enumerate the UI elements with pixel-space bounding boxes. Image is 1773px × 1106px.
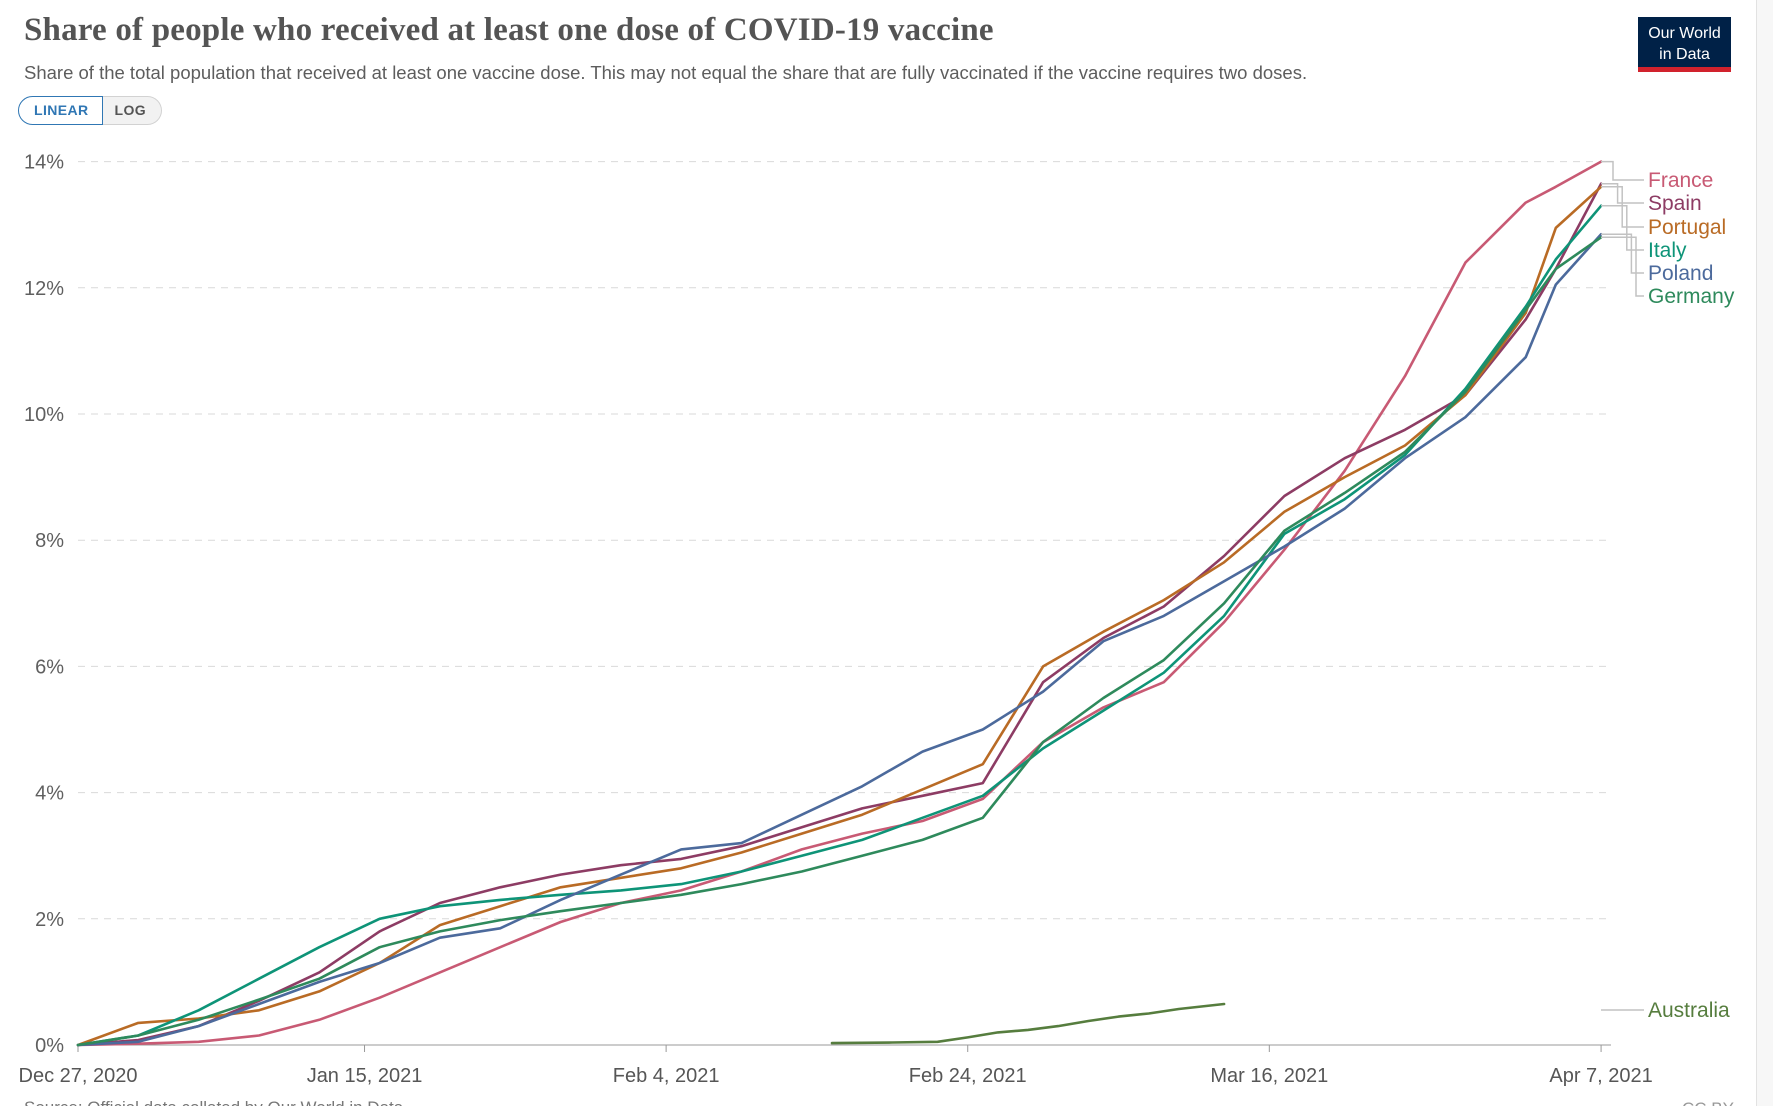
logo-line1: Our World [1648,25,1721,43]
linear-scale-button[interactable]: LINEAR [18,96,103,125]
legend-connector-portugal [1601,186,1644,228]
scrollbar-track[interactable] [1756,0,1773,1106]
y-tick-label-2%: 2% [35,909,64,931]
legend-label-italy[interactable]: Italy [1648,239,1687,262]
x-tick-label-Jan-15-2021: Jan 15, 2021 [307,1065,423,1087]
logo-line2: in Data [1659,45,1710,63]
legend-connector-france [1601,160,1644,181]
x-tick-label-Feb-24-2021: Feb 24, 2021 [909,1065,1027,1087]
chart-canvas[interactable]: 0% 2% 4% 6% 8% 10% 12% 14% Dec 27, 2020 Jan 15, 2… [0,140,1773,1106]
series-line-spain[interactable] [76,182,1603,1047]
source-note: Source: Official data collated by Our Wo… [24,1098,403,1106]
x-tick-label-Feb-4-2021: Feb 4, 2021 [613,1065,720,1087]
y-tick-label-12%: 12% [24,278,64,300]
legend-connector-spain [1601,182,1644,204]
series-line-australia[interactable] [830,1002,1226,1045]
owid-logo[interactable]: Our World in Data [1638,17,1731,72]
legend-connector-poland [1601,233,1644,274]
series-line-poland[interactable] [76,232,1603,1047]
y-tick-label-4%: 4% [35,783,64,805]
x-tick-label-Apr-7-2021: Apr 7, 2021 [1549,1065,1652,1087]
legend-label-france[interactable]: France [1648,169,1713,192]
logo-red-bar [1638,67,1731,72]
series-line-france[interactable] [76,160,1603,1047]
scale-toggle: LINEAR LOG [18,96,163,125]
y-tick-label-10%: 10% [24,404,64,426]
chart-subtitle: Share of the total population that recei… [24,62,1308,83]
x-tick-label-Mar-16-2021: Mar 16, 2021 [1210,1065,1328,1087]
y-tick-label-6%: 6% [35,656,64,678]
legend-connector-germany [1601,236,1644,297]
series-line-portugal[interactable] [76,185,1603,1047]
page-title: Share of people who received at least on… [24,12,994,48]
legend-label-poland[interactable]: Poland [1648,262,1713,285]
legend-label-portugal[interactable]: Portugal [1648,216,1726,239]
legend-label-spain[interactable]: Spain [1648,192,1702,215]
y-tick-label-14%: 14% [24,152,64,174]
y-tick-label-0%: 0% [35,1035,64,1057]
series-line-germany[interactable] [76,236,1603,1047]
legend-label-germany[interactable]: Germany [1648,285,1735,308]
x-tick-label-Dec-27-2020: Dec 27, 2020 [19,1065,138,1087]
license-note[interactable]: CC BY [1682,1099,1734,1106]
line-chart[interactable]: 0% 2% 4% 6% 8% 10% 12% 14% Dec 27, 2020 Jan 15, 2… [0,140,1773,1106]
legend-label-australia[interactable]: Australia [1648,999,1730,1022]
y-tick-label-8%: 8% [35,530,64,552]
log-scale-button[interactable]: LOG [102,96,163,125]
series-line-italy[interactable] [76,204,1603,1047]
